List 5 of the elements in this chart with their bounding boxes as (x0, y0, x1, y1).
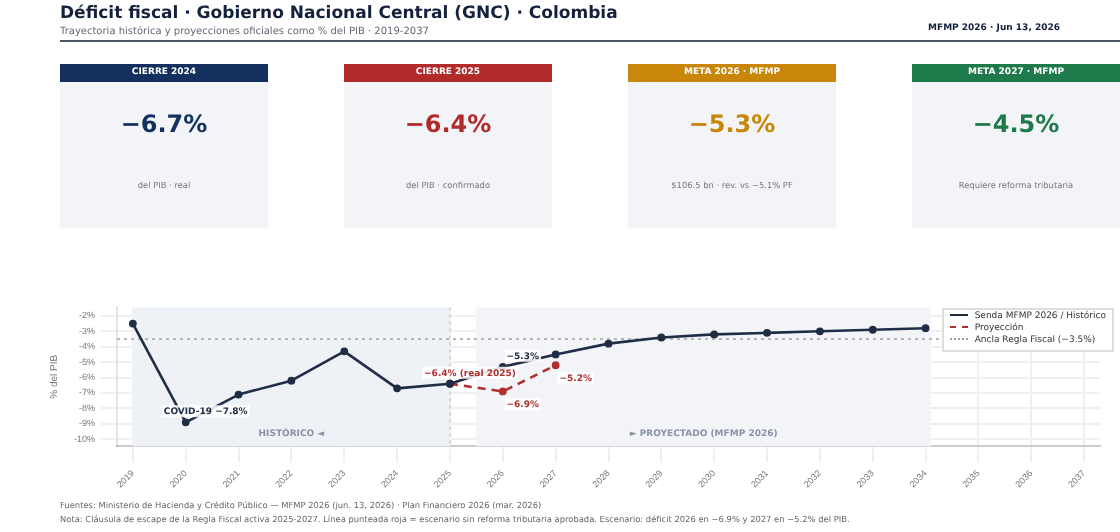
text: −5.3% (686, 110, 778, 138)
text: −6.7% (118, 110, 210, 138)
text: −6.4% (402, 110, 494, 138)
text: −4.5% (970, 110, 1062, 138)
chart-title: Déficit fiscal · Gobierno Nacional Central (GNC) · Colombia (60, 4, 620, 24)
